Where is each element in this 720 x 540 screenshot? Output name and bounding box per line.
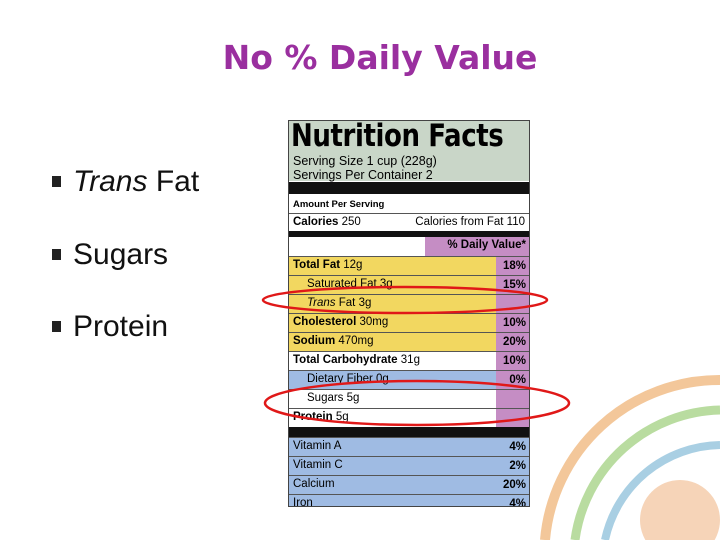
- thick-bar: [289, 231, 529, 237]
- nutrient-row: Protein 5g: [289, 408, 529, 427]
- bullet-italic: Trans: [73, 165, 148, 198]
- daily-value: 0%: [496, 371, 529, 389]
- vitamin-label: Calcium: [293, 478, 335, 490]
- serving-size: Serving Size 1 cup (228g): [293, 154, 437, 168]
- bullet-text: Protein: [73, 310, 169, 343]
- calories-from-fat: Calories from Fat 110: [415, 216, 525, 228]
- dv-header-bg: [425, 237, 529, 256]
- nutrient-amount: 5g: [346, 392, 360, 404]
- deco-arc: [570, 405, 720, 540]
- bullet-marker: [52, 249, 61, 260]
- vitamin-label: Vitamin C: [293, 459, 343, 471]
- calories-label: Calories: [293, 216, 339, 228]
- bullet-marker: [52, 321, 61, 332]
- vitamin-row: Vitamin C 2%: [289, 456, 529, 475]
- nutrient-row: Cholesterol 30mg 10%: [289, 313, 529, 332]
- daily-value: 10%: [496, 314, 529, 332]
- nutrient-row: Trans Fat 3g: [289, 294, 529, 313]
- nutrient-amount: 3g: [358, 297, 372, 309]
- nutrient-row: Dietary Fiber 0g 0%: [289, 370, 529, 389]
- daily-value: 4%: [509, 441, 526, 453]
- calories: Calories 250: [293, 216, 361, 228]
- bullet: Sugars: [52, 238, 168, 272]
- vitamin-row: Vitamin A 4%: [289, 437, 529, 456]
- nutrient-amount: 12g: [343, 259, 363, 271]
- nutrient-label: Sugars 5g: [307, 392, 359, 404]
- nutrient-label: Cholesterol 30mg: [293, 316, 388, 328]
- daily-value: 20%: [496, 333, 529, 351]
- vitamin-label: Iron: [293, 497, 313, 507]
- daily-value: 20%: [502, 479, 526, 491]
- calories-amount: 250: [341, 216, 361, 228]
- daily-value: [496, 295, 529, 313]
- nutrient-name: Fat: [338, 297, 356, 309]
- nutrient-amount: 470mg: [338, 335, 374, 347]
- nutrient-row: Sodium 470mg 20%: [289, 332, 529, 351]
- nutrient-row: Sugars 5g: [289, 389, 529, 408]
- label-heading: Nutrition Facts: [291, 120, 504, 154]
- nutrient-label: Trans Fat 3g: [307, 297, 371, 309]
- bullet-marker: [52, 176, 61, 187]
- nutrient-label: Saturated Fat 3g: [307, 278, 393, 290]
- nutrient-name: Cholesterol: [293, 316, 357, 328]
- serving-bg: [289, 121, 529, 181]
- deco-arc: [540, 374, 720, 540]
- deco-arc: [601, 441, 720, 540]
- nutrient-row: Total Carbohydrate 31g 10%: [289, 351, 529, 370]
- vitamin-label: Vitamin A: [293, 440, 342, 452]
- nutrient-row: Saturated Fat 3g 15%: [289, 275, 529, 294]
- servings-per-container: Servings Per Container 2: [293, 168, 433, 182]
- rule: [289, 213, 529, 214]
- daily-value: 18%: [496, 257, 529, 275]
- nutrient-label: Protein 5g: [293, 411, 349, 423]
- vitamin-row: Calcium 20%: [289, 475, 529, 494]
- daily-value: 2%: [509, 460, 526, 472]
- daily-value: [496, 390, 529, 408]
- nutrient-name: Protein: [293, 411, 333, 423]
- daily-value: 15%: [496, 276, 529, 294]
- nutrient-label: Total Fat 12g: [293, 259, 362, 271]
- bullet-text: Fat: [155, 165, 200, 198]
- vitamin-row: Iron 4%: [289, 494, 529, 507]
- nutrient-italic: Trans: [307, 297, 336, 309]
- daily-value: 4%: [509, 498, 526, 507]
- nutrient-label: Dietary Fiber 0g: [307, 373, 389, 385]
- bullet-text: Sugars: [73, 238, 169, 271]
- thick-bar: [289, 182, 529, 194]
- slide-title: No % Daily Value: [222, 38, 538, 77]
- daily-value: 10%: [496, 352, 529, 370]
- nutrient-name: Saturated Fat: [307, 278, 377, 290]
- nutrient-amount: 5g: [335, 411, 349, 423]
- nutrient-name: Total Carbohydrate: [293, 354, 398, 366]
- nutrient-name: Sugars: [307, 392, 344, 404]
- bullet: Protein: [52, 310, 168, 344]
- nutrient-amount: 31g: [400, 354, 420, 366]
- nutrient-amount: 0g: [376, 373, 389, 385]
- bullet: Trans Fat: [52, 165, 199, 199]
- nutrient-name: Sodium: [293, 335, 336, 347]
- nutrient-amount: 3g: [379, 278, 393, 290]
- deco-circle: [640, 480, 720, 540]
- thick-bar: [289, 427, 529, 437]
- nutrient-name: Total Fat: [293, 259, 341, 271]
- nutrition-label: Nutrition Facts Serving Size 1 cup (228g)…: [288, 120, 530, 507]
- nutrient-amount: 30mg: [359, 316, 389, 328]
- daily-value: [496, 409, 529, 427]
- nutrient-label: Total Carbohydrate 31g: [293, 354, 420, 366]
- nutrient-name: Dietary Fiber: [307, 373, 373, 385]
- nutrient-row: Total Fat 12g 18%: [289, 256, 529, 275]
- nutrient-label: Sodium 470mg: [293, 335, 374, 347]
- amount-per-serving: Amount Per Serving: [293, 199, 385, 210]
- dv-header: % Daily Value*: [447, 239, 526, 251]
